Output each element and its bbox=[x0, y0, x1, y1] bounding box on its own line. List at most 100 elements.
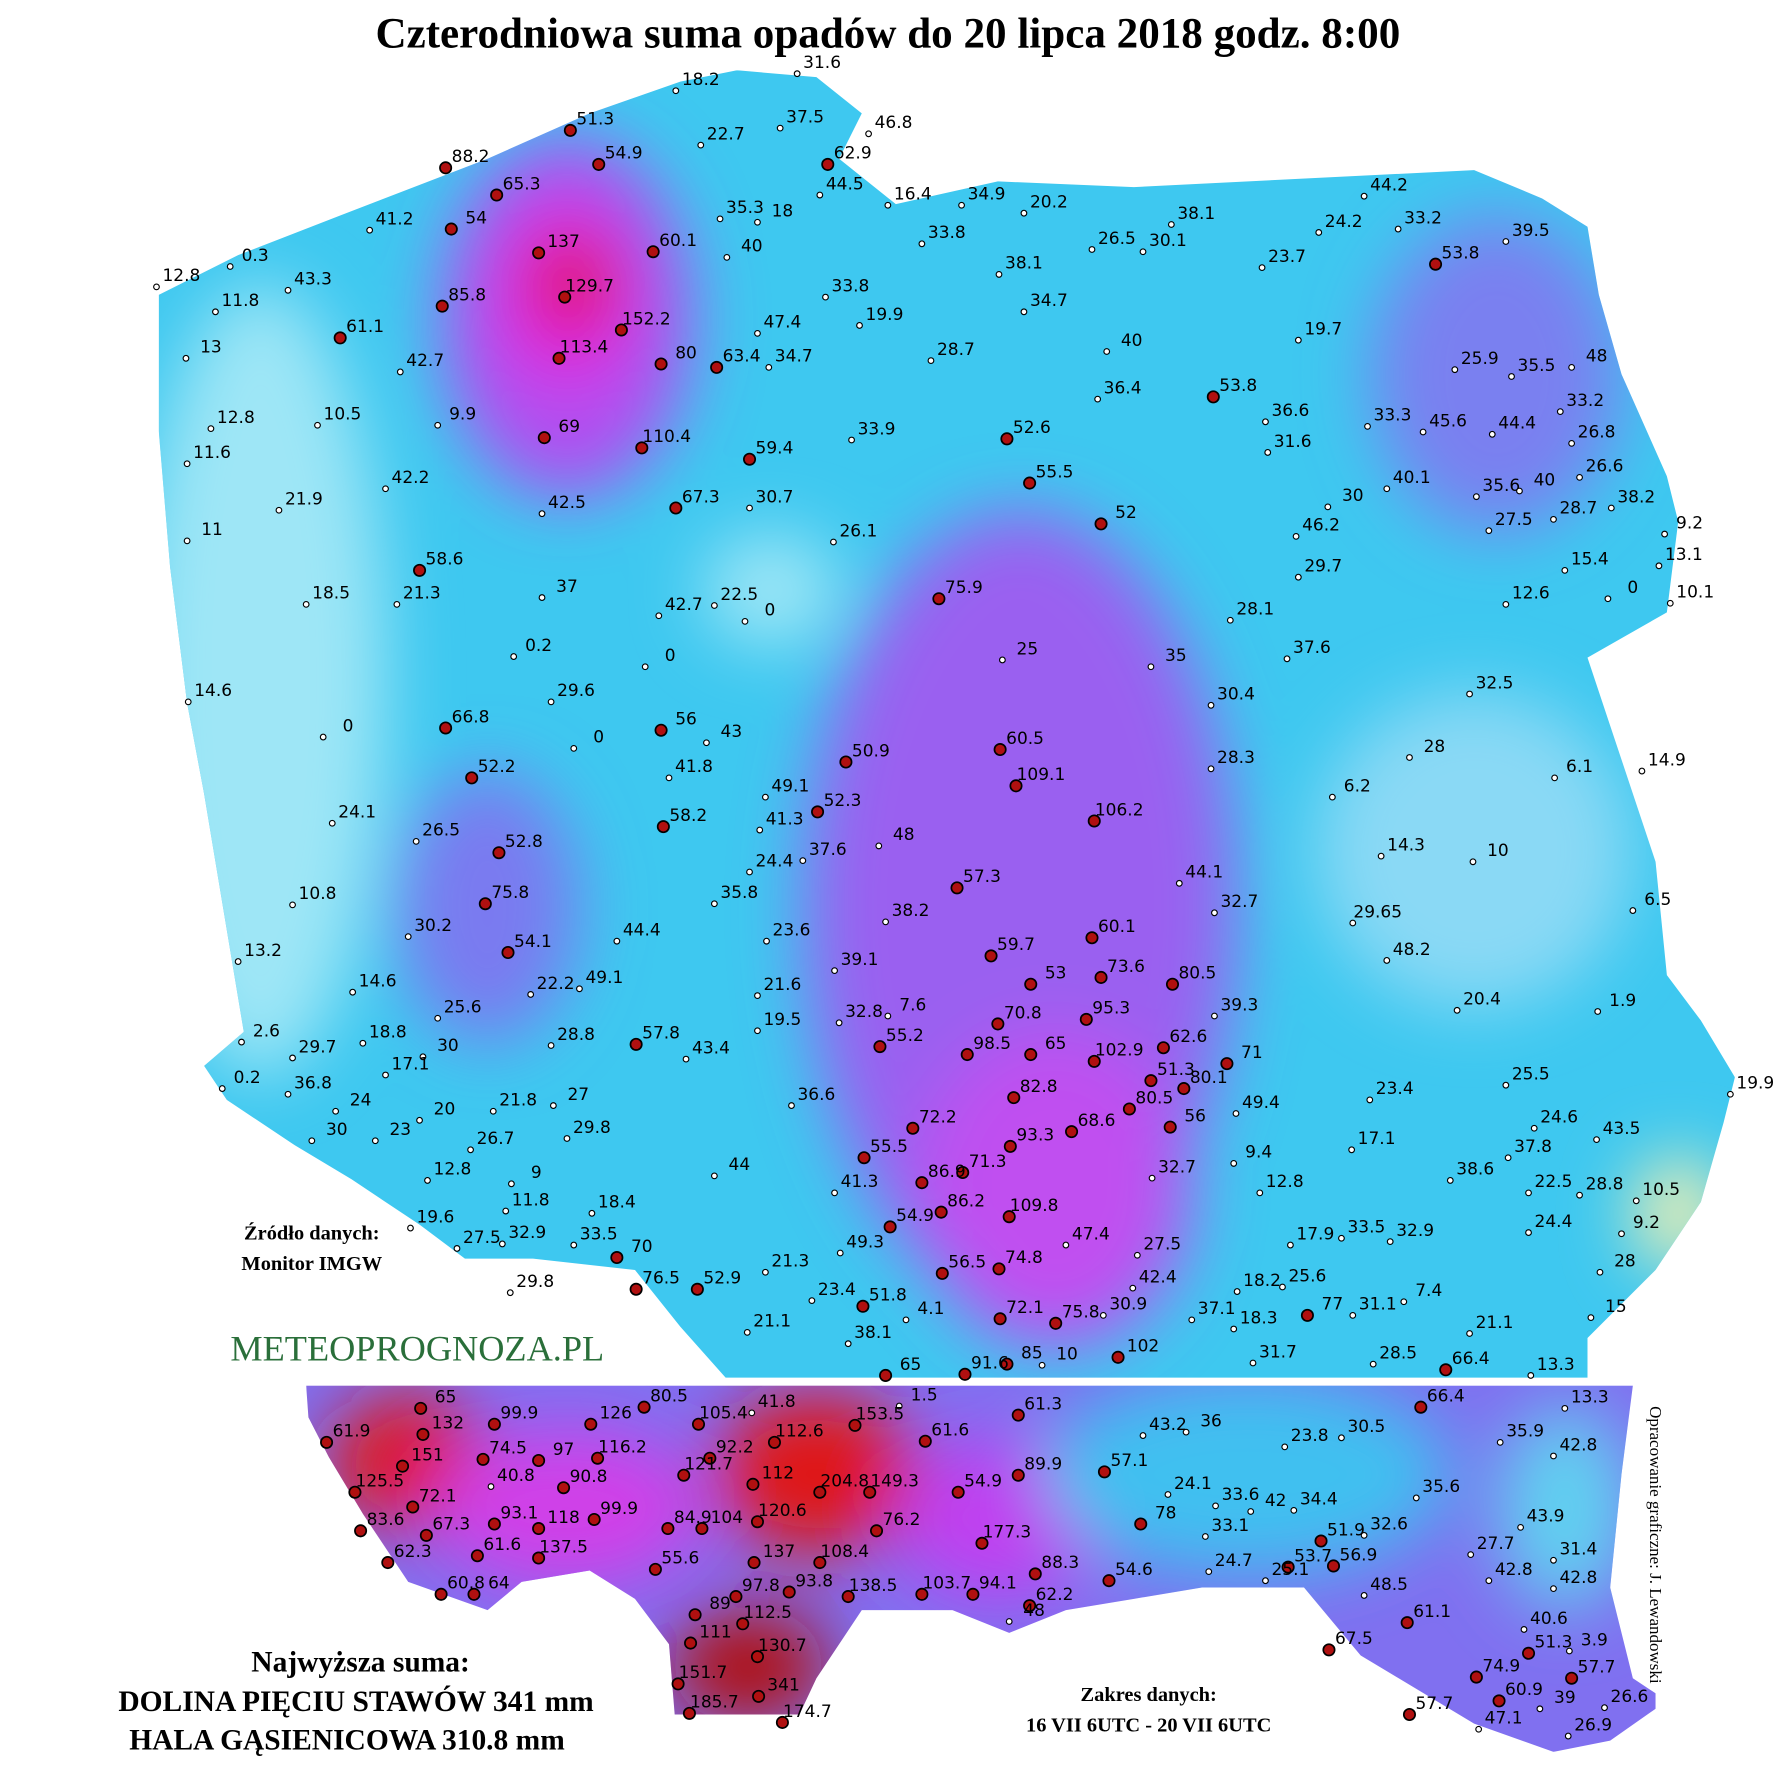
station-label: 33.2 bbox=[1566, 391, 1604, 411]
station-label: 44.5 bbox=[826, 174, 864, 194]
station-label: 1.5 bbox=[911, 1385, 938, 1405]
station-label: 28 bbox=[1614, 1252, 1636, 1272]
station-dot bbox=[992, 1262, 1006, 1276]
station-label: 109.8 bbox=[1010, 1196, 1059, 1216]
station-dot bbox=[1024, 977, 1038, 991]
station-dot bbox=[404, 933, 412, 941]
station-dot bbox=[1402, 1707, 1416, 1722]
station-label: 19.5 bbox=[763, 1010, 801, 1030]
station-dot bbox=[328, 819, 336, 827]
station-label: 43.4 bbox=[692, 1038, 730, 1058]
station-label: 24.6 bbox=[1540, 1108, 1578, 1128]
station-dot bbox=[510, 653, 518, 660]
station-label: 48 bbox=[1586, 347, 1608, 367]
station-dot bbox=[723, 254, 731, 261]
station-dot bbox=[672, 87, 680, 95]
station-label: 60.9 bbox=[1505, 1680, 1543, 1700]
station-label: 62.6 bbox=[1169, 1027, 1207, 1047]
station-label: 28.7 bbox=[937, 340, 975, 360]
station-dot bbox=[1475, 1725, 1483, 1733]
station-dot bbox=[1530, 1124, 1538, 1132]
station-label: 42.7 bbox=[665, 595, 703, 615]
station-label: 113.4 bbox=[560, 338, 609, 358]
station-label: 66.4 bbox=[1427, 1387, 1465, 1407]
station-dot bbox=[1502, 1081, 1510, 1089]
station-label: 32.7 bbox=[1220, 892, 1258, 912]
station-dot bbox=[1294, 336, 1302, 344]
station-label: 76.5 bbox=[642, 1269, 680, 1289]
station-label: 3.9 bbox=[1581, 1630, 1608, 1650]
station-label: 7.4 bbox=[1415, 1281, 1442, 1301]
station-dot bbox=[1294, 573, 1302, 581]
station-dot bbox=[857, 1151, 871, 1165]
station-label: 97 bbox=[553, 1440, 575, 1460]
station-dot bbox=[746, 868, 753, 876]
station-label: 25.6 bbox=[444, 998, 482, 1018]
station-dot bbox=[856, 322, 863, 329]
station-dot bbox=[570, 1241, 578, 1249]
max-line: DOLINA PIĘCIU STAWÓW 341 mm bbox=[118, 1685, 594, 1718]
station-dot bbox=[1568, 439, 1576, 447]
station-dot bbox=[1655, 562, 1663, 570]
station-dot bbox=[831, 1189, 838, 1197]
station-dot bbox=[332, 1107, 340, 1115]
station-dot bbox=[1230, 1325, 1238, 1333]
station-dot bbox=[478, 897, 492, 911]
station-label: 13 bbox=[200, 338, 222, 358]
station-dot bbox=[183, 460, 191, 468]
station-label: 61.3 bbox=[1024, 1394, 1062, 1414]
station-dot bbox=[788, 1102, 795, 1109]
station-dot bbox=[816, 191, 824, 199]
station-dot bbox=[320, 1435, 334, 1449]
station-label: 21.1 bbox=[753, 1312, 791, 1332]
station-label: 36.4 bbox=[1104, 378, 1142, 398]
station-label: 41.3 bbox=[841, 1172, 879, 1192]
station-dot bbox=[470, 1549, 484, 1563]
station-dot bbox=[1065, 1125, 1079, 1139]
station-dot bbox=[975, 1536, 989, 1550]
station-label: 59.7 bbox=[997, 935, 1035, 955]
station-label: 0 bbox=[1627, 578, 1638, 598]
station-label: 89 bbox=[709, 1594, 731, 1614]
station-dot bbox=[1472, 493, 1480, 501]
station-dot bbox=[1164, 1491, 1172, 1498]
station-label: 53.7 bbox=[1294, 1546, 1332, 1566]
station-dot bbox=[934, 1205, 948, 1219]
station-label: 24.4 bbox=[756, 851, 794, 871]
station-dot bbox=[762, 1268, 769, 1276]
station-dot bbox=[1122, 1102, 1136, 1116]
station-dot bbox=[991, 1017, 1005, 1031]
station-label: 112.5 bbox=[743, 1603, 792, 1623]
station-dot bbox=[381, 1556, 395, 1570]
station-dot bbox=[710, 602, 718, 609]
station-label: 52.9 bbox=[703, 1269, 741, 1289]
station-label: 14.3 bbox=[1387, 835, 1425, 855]
station-label: 49.4 bbox=[1242, 1093, 1280, 1113]
station-label: 10 bbox=[1056, 1345, 1078, 1365]
station-dot bbox=[765, 363, 773, 371]
station-dot bbox=[584, 1417, 598, 1431]
station-label: 19.6 bbox=[416, 1207, 454, 1227]
station-dot bbox=[1369, 1360, 1377, 1368]
station-label: 25.1 bbox=[1271, 1560, 1309, 1580]
station-label: 38.2 bbox=[892, 901, 930, 921]
station-label: 92.2 bbox=[716, 1438, 754, 1458]
station-dot bbox=[671, 1677, 685, 1691]
station-dot bbox=[1453, 1006, 1461, 1014]
station-label: 93.8 bbox=[795, 1571, 833, 1591]
station-label: 0.2 bbox=[234, 1068, 261, 1088]
station-dot bbox=[1009, 779, 1023, 793]
station-dot bbox=[532, 1551, 546, 1565]
station-label: 36.6 bbox=[1271, 401, 1309, 421]
station-label: 28.7 bbox=[1559, 499, 1597, 519]
station-label: 60.1 bbox=[659, 231, 697, 251]
station-dot bbox=[591, 1451, 605, 1465]
station-label: 17.1 bbox=[1358, 1129, 1396, 1149]
station-dot bbox=[212, 308, 219, 316]
station-label: 20.4 bbox=[1463, 990, 1501, 1010]
station-label: 32.5 bbox=[1476, 673, 1514, 693]
station-dot bbox=[1111, 1350, 1125, 1364]
station-label: 22.2 bbox=[537, 974, 575, 994]
station-label: 60.1 bbox=[1098, 917, 1136, 937]
station-label: 62.9 bbox=[834, 144, 872, 164]
